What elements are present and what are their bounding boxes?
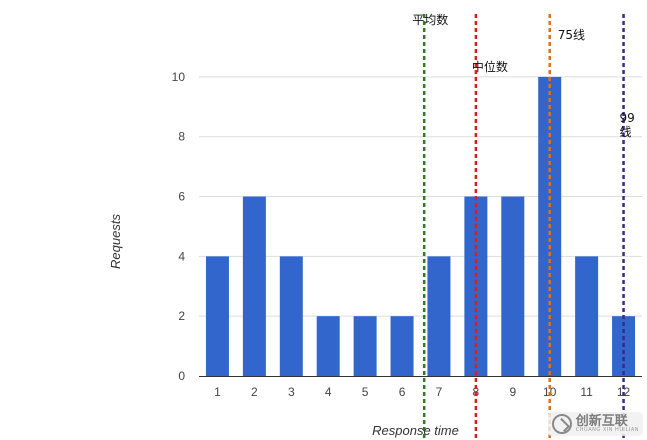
x-tick-label: 3	[288, 385, 295, 399]
x-axis-title: Response time	[372, 423, 459, 438]
reference-line-label: 75线	[558, 28, 585, 42]
bar-4	[316, 316, 340, 376]
bar-6	[390, 316, 414, 376]
y-tick-label: 8	[178, 130, 185, 144]
x-tick-label: 7	[436, 385, 443, 399]
bar-9	[501, 196, 525, 376]
x-tick-label: 9	[509, 385, 516, 399]
bar-7	[427, 256, 451, 376]
bar-3	[279, 256, 303, 376]
x-tick-label: 11	[580, 385, 593, 399]
grid-lines	[199, 76, 642, 317]
y-tick-label: 6	[178, 190, 185, 204]
y-tick-label: 4	[178, 249, 185, 263]
x-tick-label: 6	[399, 385, 406, 399]
watermark-logo: 创新互联 CHUANG XIN HU LIAN	[547, 412, 643, 436]
bars	[205, 76, 636, 376]
bar-11	[575, 256, 599, 376]
x-tick-label: 4	[325, 385, 332, 399]
bar-5	[353, 316, 377, 376]
watermark-subtext: CHUANG XIN HU LIAN	[575, 427, 639, 433]
axes: 0246810123456789101112	[172, 70, 642, 399]
y-tick-label: 0	[178, 369, 185, 383]
x-tick-label: 2	[251, 385, 258, 399]
watermark-icon	[551, 414, 572, 434]
y-tick-label: 2	[178, 309, 185, 323]
watermark-text: 创新互联	[575, 414, 628, 429]
reference-line-label: 99 线	[620, 111, 635, 139]
bar-1	[205, 256, 229, 376]
bar-8	[464, 196, 488, 376]
reference-line-label: 平均数	[412, 12, 448, 27]
x-tick-label: 5	[362, 385, 369, 399]
reference-line-label: 中位数	[472, 59, 508, 74]
y-tick-label: 10	[172, 70, 186, 84]
y-axis-title: Requests	[108, 214, 123, 269]
bar-2	[242, 196, 266, 376]
x-tick-label: 1	[214, 385, 221, 399]
